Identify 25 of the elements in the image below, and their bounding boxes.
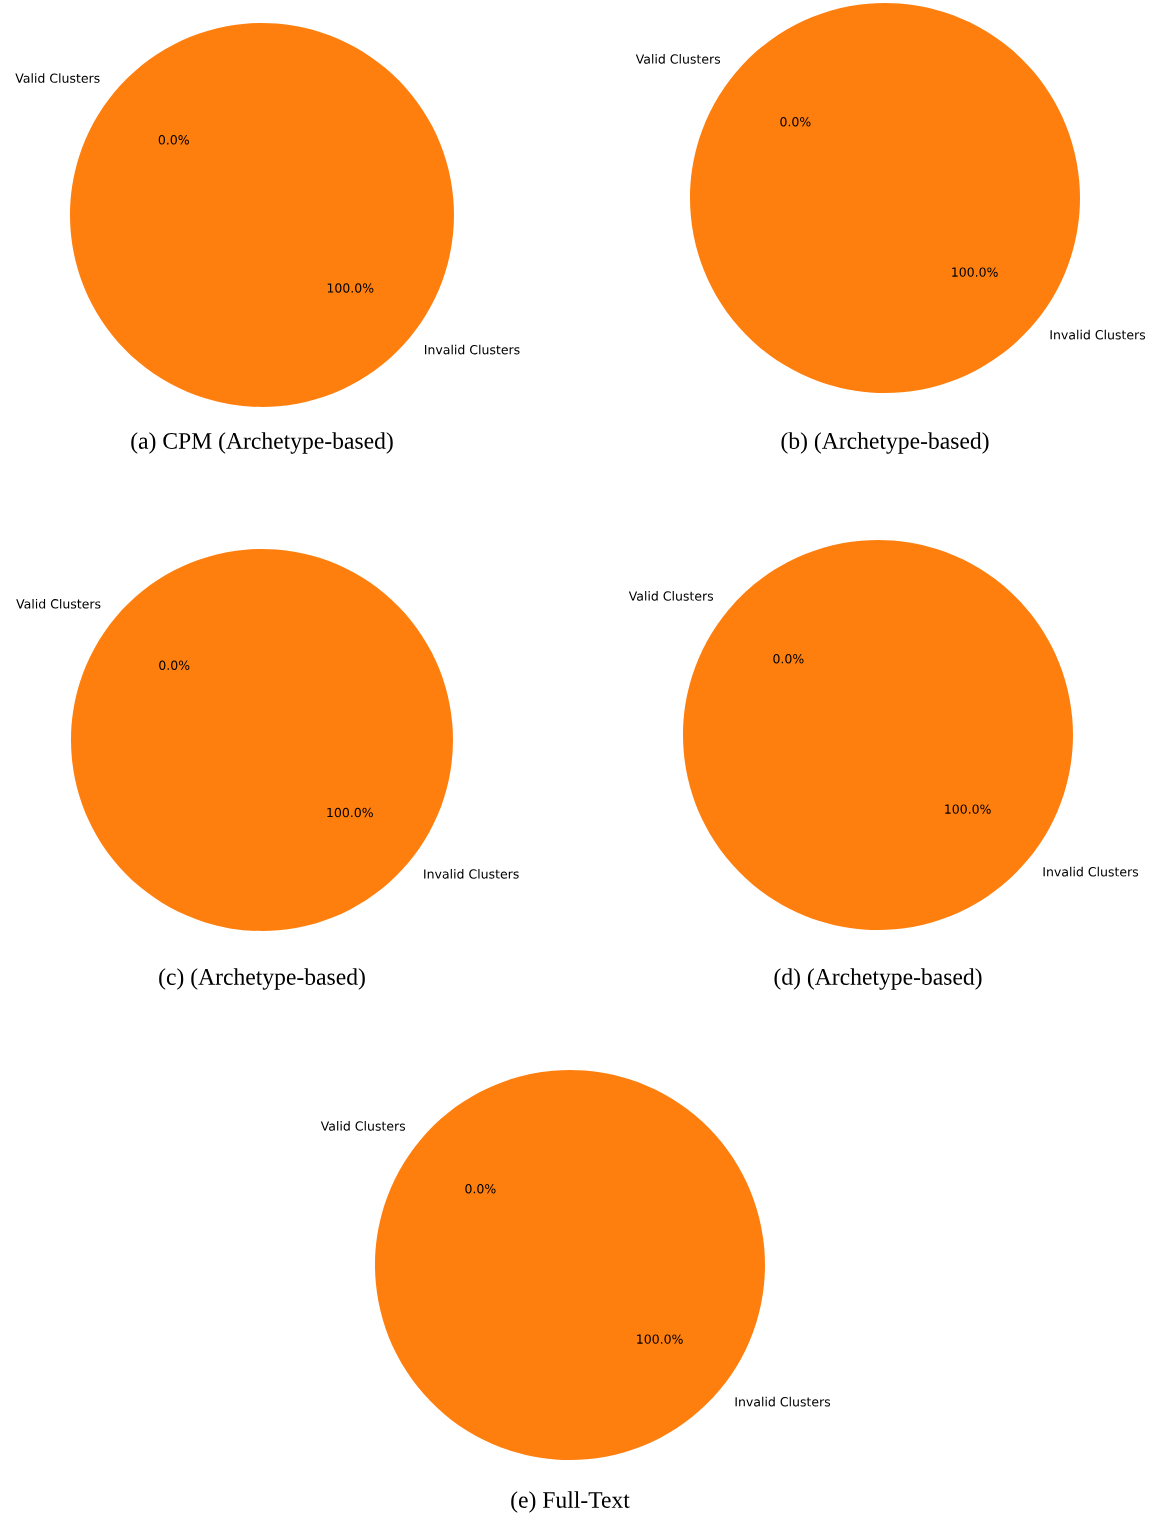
slice-label: Invalid Clusters [424,869,519,879]
text: 0.0% [158,135,189,145]
category-label: Valid Clusters [628,591,714,601]
slice-label: Invalid Clusters [1050,329,1146,340]
text: 0.0% [773,653,804,664]
category-label: Valid Clusters [15,73,100,83]
data-label: 100.0% [327,283,374,293]
data-label: 100.0% [952,267,998,277]
slice-label: Invalid Clusters [1043,866,1139,877]
text: 0.0% [159,660,190,670]
data-label: 100.0% [945,804,991,814]
text: (a) CPM (Archetype-based) [131,432,393,454]
category-label: Valid Clusters [16,598,101,609]
category-label: Valid Clusters [635,54,721,64]
text: (d) (Archetype-based) [774,968,982,990]
text: 0.0% [465,1183,496,1194]
data-label: 100.0% [637,1334,683,1344]
data-label: 100.0% [327,807,373,818]
text: (c) (Archetype-based) [159,968,365,990]
slice-label: Invalid Clusters [425,344,520,355]
text: (b) (Archetype-based) [781,432,989,454]
slice-label: Invalid Clusters [735,1396,831,1407]
text: 0.0% [780,116,811,127]
category-label: Valid Clusters [320,1121,406,1131]
text: (e) Full-Text [511,1491,630,1513]
